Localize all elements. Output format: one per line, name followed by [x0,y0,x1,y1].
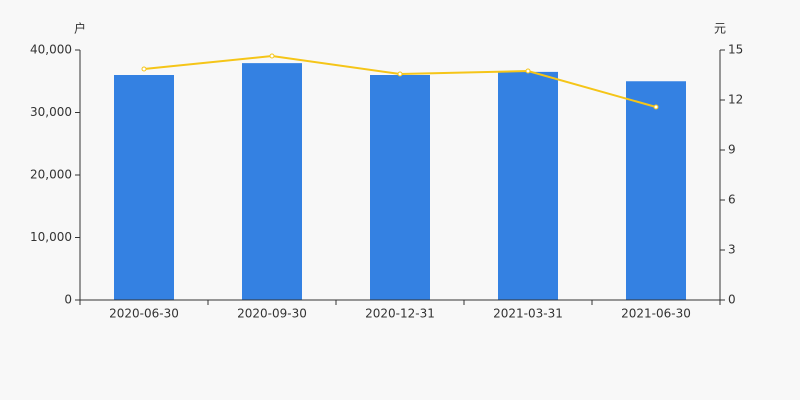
point [397,71,403,77]
y2-tick-label: 12 [728,93,743,107]
bar [114,75,174,300]
point [653,104,659,110]
y2-tick-label: 3 [728,243,736,257]
y-tick-label: 0 [64,293,72,307]
x-tick-label: 2020-12-31 [365,307,435,321]
y2-tick-label: 0 [728,293,736,307]
bar [626,81,686,300]
bar [370,75,430,300]
bar [242,63,302,300]
y2-tick-label: 15 [728,43,743,57]
y2-axis-unit: 元 [714,22,726,36]
bar [498,71,558,300]
point [269,53,275,59]
x-tick-label: 2020-06-30 [109,307,179,321]
y-tick-label: 30,000 [30,105,72,119]
y2-tick-label: 6 [728,193,736,207]
x-tick-label: 2020-09-30 [237,307,307,321]
y-axis-unit: 户 [74,21,86,36]
point [141,66,147,72]
point [525,68,531,74]
y2-tick-label: 9 [728,143,736,157]
y-tick-label: 10,000 [30,230,72,244]
x-tick-label: 2021-03-31 [493,307,563,321]
y-tick-label: 20,000 [30,168,72,182]
y-tick-label: 40,000 [30,43,72,57]
x-tick-label: 2021-06-30 [621,307,691,321]
